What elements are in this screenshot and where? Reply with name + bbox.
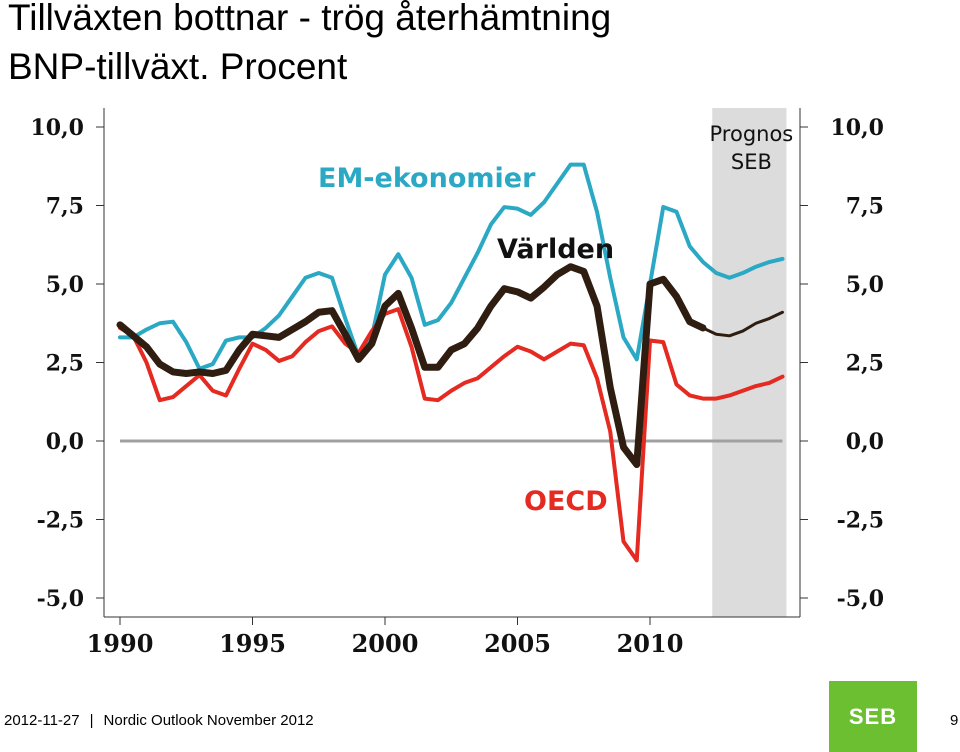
footer-separator: | (89, 712, 94, 729)
gdp-growth-chart: 10,0 10,0 7,5 7,5 5,0 5,0 2,5 2,5 0,0 0,0 -2,5 -2,5… (30, 108, 884, 658)
footer: 2012-11-27 | Nordic Outlook November 2012 (4, 712, 314, 729)
forecast-band (712, 108, 787, 617)
x-tick-label: 2005 (484, 629, 551, 658)
x-tick-label: 2000 (352, 629, 419, 658)
x-tick-label: 2010 (617, 629, 684, 658)
seb-logo: SEB (829, 681, 917, 752)
oecd-series-label: OECD (524, 486, 608, 517)
chart-title: Tillväxten bottnar - trög återhämtning (8, 0, 612, 38)
footer-date: 2012-11-27 (4, 712, 80, 729)
oecd-series-line (118, 307, 785, 563)
y-tick-label-right: 2,5 (846, 351, 884, 377)
x-tick-label: 1995 (219, 629, 286, 658)
y-tick-label-right: 0,0 (846, 429, 884, 455)
y-tick-label-right: 5,0 (846, 272, 884, 298)
x-tick-label: 1990 (87, 629, 154, 658)
world-series-history-line (116, 263, 707, 469)
y-tick-label-left: -2,5 (37, 508, 84, 534)
y-tick-label-left: 0,0 (46, 429, 84, 455)
y-tick-label-left: 7,5 (46, 194, 84, 220)
page-number: 9 (950, 712, 959, 729)
y-tick-label-right: 10,0 (830, 115, 884, 141)
y-tick-label-right: -5,0 (837, 586, 884, 612)
y-tick-label-left: 5,0 (46, 272, 84, 298)
y-tick-label-left: 2,5 (46, 351, 84, 377)
em-series-line (118, 162, 785, 371)
forecast-label: SEB (731, 150, 772, 174)
world-series-label: Världen (497, 234, 614, 265)
y-tick-label-right: -2,5 (837, 508, 884, 534)
em-series-label: EM-ekonomier (318, 163, 536, 194)
chart-subtitle: BNP-tillväxt. Procent (8, 46, 348, 87)
seb-logo-text: SEB (848, 703, 898, 729)
y-tick-label-left: 10,0 (30, 115, 84, 141)
y-tick-label-right: 7,5 (846, 194, 884, 220)
footer-publication: Nordic Outlook November 2012 (103, 712, 314, 729)
y-tick-label-left: -5,0 (37, 586, 84, 612)
forecast-label: Prognos (710, 122, 794, 146)
world-series-forecast-line (701, 310, 784, 338)
